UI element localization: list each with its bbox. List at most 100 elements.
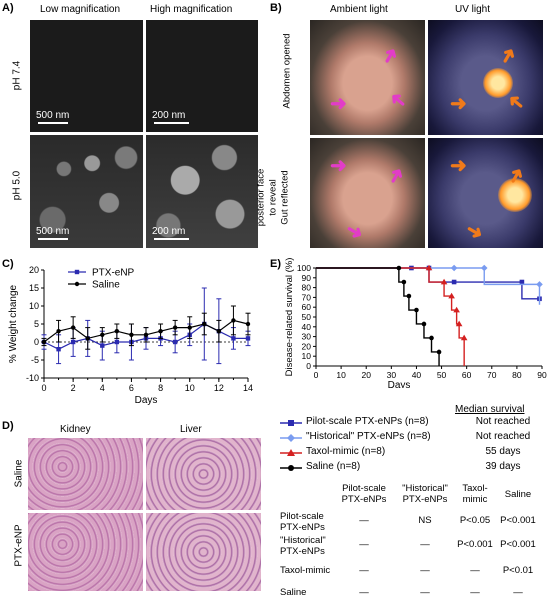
table-col-header-line: Pilot-scale: [342, 483, 386, 494]
data-point: [158, 329, 163, 334]
scale-label: 500 nm: [36, 226, 70, 237]
x-tick-label: 80: [512, 370, 522, 380]
histology-liver-ptx: [146, 513, 261, 591]
table-cell: P<0.001: [457, 539, 493, 550]
data-point: [143, 332, 149, 337]
sem-image-ph74-low: 500 nm: [30, 20, 143, 132]
legend-label: Pilot-scale PTX-eNPs (n=8): [306, 416, 429, 427]
histology-kidney-saline: [28, 438, 143, 510]
table-cell: —: [470, 587, 480, 598]
survival-point: [460, 334, 468, 341]
table-row-label: Taxol-mimic: [280, 565, 330, 577]
x-tick-label: 12: [214, 383, 224, 393]
y-tick-label: 15: [29, 283, 39, 293]
arrow-icon: ➜: [384, 86, 412, 114]
data-point: [56, 347, 61, 352]
table-row-label-line: Pilot-scale: [280, 511, 324, 522]
table-cell: —: [359, 539, 369, 550]
table-row-label-line: Saline: [280, 587, 307, 598]
survival-point: [429, 335, 434, 341]
y-tick-label: 20: [302, 341, 312, 351]
x-tick-label: 2: [71, 383, 76, 393]
table-col-header: "Historical" PTX-eNPs: [395, 483, 455, 506]
survival-point: [414, 307, 419, 313]
table-cell: P<0.001: [500, 515, 536, 526]
table-row-label-line: PTX-eNPs: [280, 521, 325, 533]
mouse-photo-uv-posterior: ➜ ➜ ➜: [428, 138, 543, 248]
table-cell: —: [470, 565, 480, 576]
data-point: [41, 339, 47, 345]
pvalue-table: Pilot-scale PTX-eNPs "Historical" PTX-eNPs T…: [280, 483, 552, 599]
data-point: [245, 321, 251, 327]
survival-point: [440, 278, 448, 285]
survival-point: [406, 293, 412, 299]
x-tick-label: 6: [129, 383, 134, 393]
median-survival-value: Not reached: [475, 416, 531, 427]
table-col-header-line: PTX-eNPs: [341, 493, 387, 505]
data-point: [231, 336, 236, 341]
survival-point: [448, 292, 455, 299]
data-point: [70, 325, 76, 330]
y-tick-label: 60: [302, 302, 312, 312]
sem-image-ph50-high: 200 nm: [146, 135, 258, 248]
arrow-icon: ➜: [330, 93, 347, 115]
panel-a-col-low: Low magnification: [40, 4, 121, 15]
panel-b-col-ambient: Ambient light: [330, 4, 388, 15]
scale-label: 500 nm: [36, 110, 70, 121]
y-tick-label: 0: [34, 337, 39, 347]
panel-b-row1: Abdomen opened: [281, 33, 293, 109]
y-tick-label: 90: [302, 273, 312, 283]
survival-point: [453, 306, 460, 313]
table-cell: —: [420, 539, 430, 550]
histology-kidney-ptx: [28, 513, 143, 591]
data-point: [114, 329, 120, 334]
legend-entry: Taxol-mimic (n=8) 55 days: [280, 446, 550, 460]
survival-point: [401, 279, 407, 285]
data-point: [172, 339, 178, 345]
legend-swatch: [280, 449, 302, 456]
arrow-icon: ➜: [376, 43, 405, 69]
data-point: [100, 343, 105, 348]
table-col-header-line: "Historical": [402, 483, 448, 494]
sem-image-ph74-high: 200 nm: [146, 20, 258, 132]
table-col-header: Taxol-mimic: [450, 483, 500, 506]
data-point: [187, 325, 192, 330]
survival-point: [450, 264, 458, 272]
legend-label: PTX-eNP: [92, 268, 135, 279]
x-tick-label: 10: [336, 370, 346, 380]
mouse-photo-ambient-abdomen: ➜ ➜ ➜: [310, 20, 425, 135]
median-survival-header: Median survival: [455, 404, 525, 415]
table-row-label: "Historical" PTX-eNPs: [280, 535, 326, 558]
y-tick-label: -5: [31, 355, 39, 365]
table-col-header-line: PTX-eNPs: [402, 493, 448, 505]
panel-a-row1: pH 7.4: [11, 60, 23, 91]
x-axis-label: Days: [388, 380, 411, 388]
table-col-header-line: mimic: [462, 493, 488, 505]
panel-d-letter: D): [2, 420, 14, 432]
x-tick-label: 4: [100, 383, 105, 393]
data-point: [70, 339, 76, 345]
survival-step-line: [316, 267, 541, 305]
data-point: [85, 336, 90, 341]
panel-a-letter: A): [2, 2, 14, 14]
x-tick-label: 0: [41, 383, 46, 393]
legend-entry: Saline (n=8) 39 days: [280, 461, 550, 475]
median-survival-value: 39 days: [485, 461, 521, 472]
sem-image-ph50-low: 500 nm: [30, 135, 143, 248]
y-tick-label: 40: [302, 322, 312, 332]
legend-entry: "Historical" PTX-eNPs (n=8) Not reached: [280, 431, 550, 445]
y-axis-label: % Weight change: [8, 284, 19, 363]
y-tick-label: 0: [306, 361, 311, 371]
arrow-icon: ➜: [461, 218, 488, 246]
panel-d-col-liver: Liver: [180, 424, 202, 435]
y-axis-label: Disease-related survival (%): [284, 258, 295, 376]
x-tick-label: 14: [243, 383, 253, 393]
legend-marker: [74, 269, 80, 275]
data-point: [129, 332, 134, 337]
data-point: [56, 329, 61, 334]
x-tick-label: 60: [462, 370, 472, 380]
x-tick-label: 10: [185, 383, 195, 393]
survival-point: [480, 264, 488, 272]
survival-point: [425, 264, 433, 271]
